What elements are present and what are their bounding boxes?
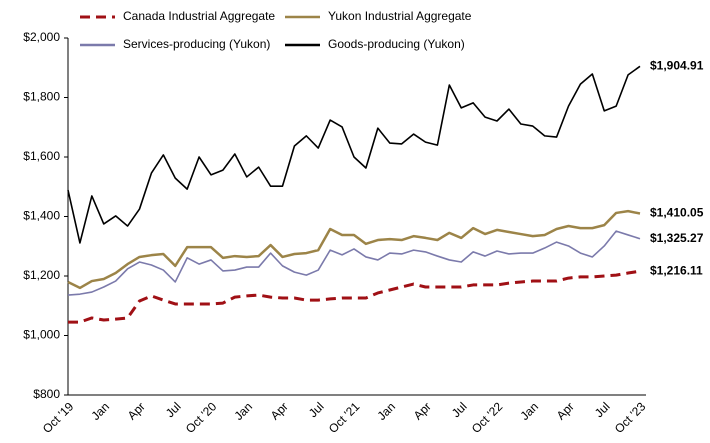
y-tick-label: $1,600 xyxy=(23,149,60,163)
x-tick-label: Apr xyxy=(125,399,148,422)
x-tick-label: Apr xyxy=(411,399,434,422)
y-tick-label: $1,200 xyxy=(23,268,60,282)
legend-label: Yukon Industrial Aggregate xyxy=(328,9,472,23)
x-tick-label: Jan xyxy=(375,399,399,423)
legend-label: Services-producing (Yukon) xyxy=(123,37,270,51)
x-tick-label: Jul xyxy=(306,399,327,420)
x-tick-label: Jul xyxy=(449,399,470,420)
x-tick-label: Oct '19 xyxy=(40,399,77,436)
x-tick-label: Jan xyxy=(232,399,256,423)
end-value-label: $1,904.91 xyxy=(650,58,704,72)
end-value-label: $1,325.27 xyxy=(650,231,704,245)
legend-label: Goods-producing (Yukon) xyxy=(328,37,465,51)
y-tick-label: $1,800 xyxy=(23,90,60,104)
legend-label: Canada Industrial Aggregate xyxy=(123,9,275,23)
series-line xyxy=(67,209,641,290)
series-line xyxy=(67,65,641,244)
x-tick-label: Apr xyxy=(268,399,291,422)
x-tick-label: Oct '22 xyxy=(469,399,506,436)
end-value-label: $1,410.05 xyxy=(650,206,704,220)
x-tick-label: Jul xyxy=(163,399,184,420)
series-line xyxy=(68,269,641,324)
x-tick-label: Oct '23 xyxy=(612,399,649,436)
series-line xyxy=(67,230,641,296)
x-tick-label: Oct '21 xyxy=(326,399,363,436)
x-tick-label: Jan xyxy=(518,399,542,423)
x-tick-label: Jan xyxy=(89,399,113,423)
y-tick-label: $800 xyxy=(33,387,60,401)
x-tick-label: Jul xyxy=(592,399,613,420)
y-tick-label: $1,000 xyxy=(23,328,60,342)
x-tick-label: Apr xyxy=(554,399,577,422)
y-tick-label: $2,000 xyxy=(23,30,60,44)
y-tick-label: $1,400 xyxy=(23,209,60,223)
x-tick-label: Oct '20 xyxy=(183,399,220,436)
end-value-label: $1,216.11 xyxy=(650,263,703,277)
